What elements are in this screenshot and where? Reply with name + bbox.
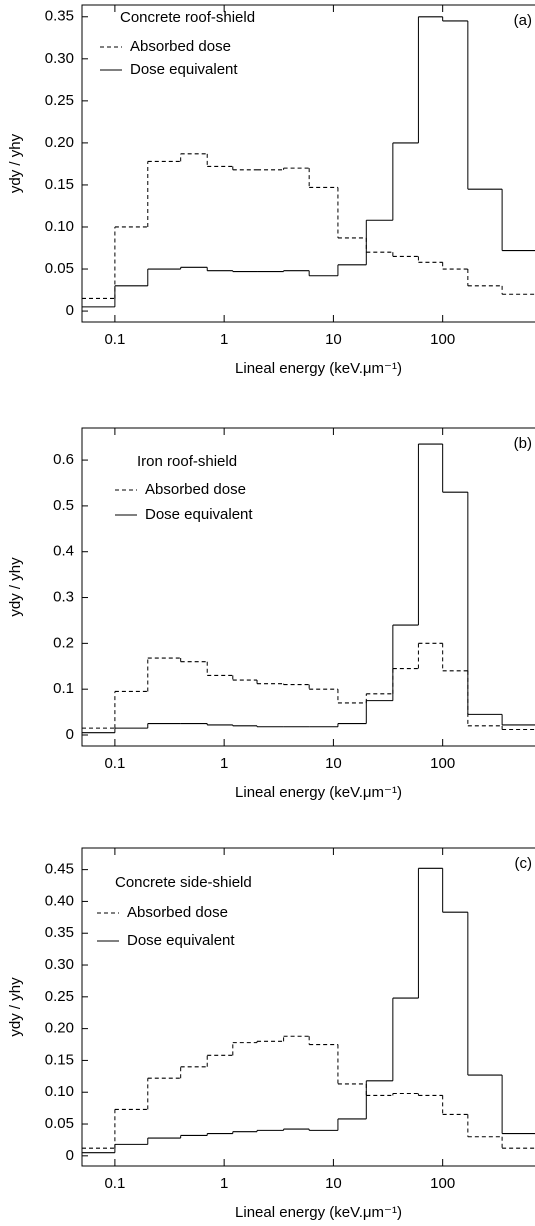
y-tick-label: 0.20 <box>45 1020 74 1037</box>
x-tick-label: 0.1 <box>104 331 125 348</box>
x-axis-label: Lineal energy (keV.μm⁻¹) <box>235 360 402 377</box>
y-tick-label: 0.35 <box>45 924 74 941</box>
legend-label: Dose equivalent <box>145 506 253 523</box>
x-tick-label: 10 <box>325 755 342 772</box>
panel-title: Concrete roof-shield <box>120 9 255 26</box>
plot-frame <box>81 427 535 747</box>
plot-frame <box>81 847 535 1167</box>
x-tick-label: 1 <box>220 331 228 348</box>
x-tick-label: 1 <box>220 1175 228 1192</box>
legend-label: Absorbed dose <box>127 904 228 921</box>
panel-title: Concrete side-shield <box>115 874 252 891</box>
y-tick-label: 0.40 <box>45 892 74 909</box>
y-tick-label: 0.10 <box>45 1083 74 1100</box>
panel-title: Iron roof-shield <box>137 453 237 470</box>
y-tick-label: 0.10 <box>45 218 74 235</box>
panel-label: (c) <box>515 855 533 872</box>
y-tick-label: 0.05 <box>45 1115 74 1132</box>
x-tick-label: 1 <box>220 755 228 772</box>
x-tick-label: 100 <box>430 755 455 772</box>
y-tick-label: 0.25 <box>45 92 74 109</box>
y-tick-label: 0.6 <box>53 451 74 468</box>
x-tick-label: 10 <box>325 331 342 348</box>
y-tick-label: 0.3 <box>53 589 74 606</box>
y-tick-label: 0.25 <box>45 988 74 1005</box>
y-tick-label: 0 <box>66 1147 74 1164</box>
x-axis-label: Lineal energy (keV.μm⁻¹) <box>235 1204 402 1221</box>
x-tick-label: 0.1 <box>104 1175 125 1192</box>
y-tick-label: 0.2 <box>53 634 74 651</box>
legend-label: Absorbed dose <box>130 38 231 55</box>
y-tick-label: 0.15 <box>45 1051 74 1068</box>
plot-frame <box>81 4 535 323</box>
x-tick-label: 100 <box>430 331 455 348</box>
y-tick-label: 0.1 <box>53 680 74 697</box>
y-tick-label: 0.20 <box>45 134 74 151</box>
y-tick-label: 0.05 <box>45 260 74 277</box>
y-axis-label: ydy / yhy <box>7 557 24 617</box>
y-tick-label: 0.35 <box>45 8 74 25</box>
x-tick-label: 0.1 <box>104 755 125 772</box>
x-tick-label: 100 <box>430 1175 455 1192</box>
y-tick-label: 0 <box>66 726 74 743</box>
y-tick-label: 0.45 <box>45 861 74 878</box>
y-tick-label: 0.15 <box>45 176 74 193</box>
y-axis-label: ydy / yhy <box>7 133 24 193</box>
legend-label: Dose equivalent <box>130 61 238 78</box>
x-tick-label: 10 <box>325 1175 342 1192</box>
y-tick-label: 0 <box>66 302 74 319</box>
panel-label: (b) <box>514 435 532 452</box>
legend-label: Dose equivalent <box>127 932 235 949</box>
y-tick-label: 0.30 <box>45 50 74 67</box>
panel-label: (a) <box>514 12 532 29</box>
x-axis-label: Lineal energy (keV.μm⁻¹) <box>235 784 402 801</box>
legend-label: Absorbed dose <box>145 481 246 498</box>
y-axis-label: ydy / yhy <box>7 977 24 1037</box>
y-tick-label: 0.30 <box>45 956 74 973</box>
y-tick-label: 0.5 <box>53 497 74 514</box>
y-tick-label: 0.4 <box>53 543 74 560</box>
